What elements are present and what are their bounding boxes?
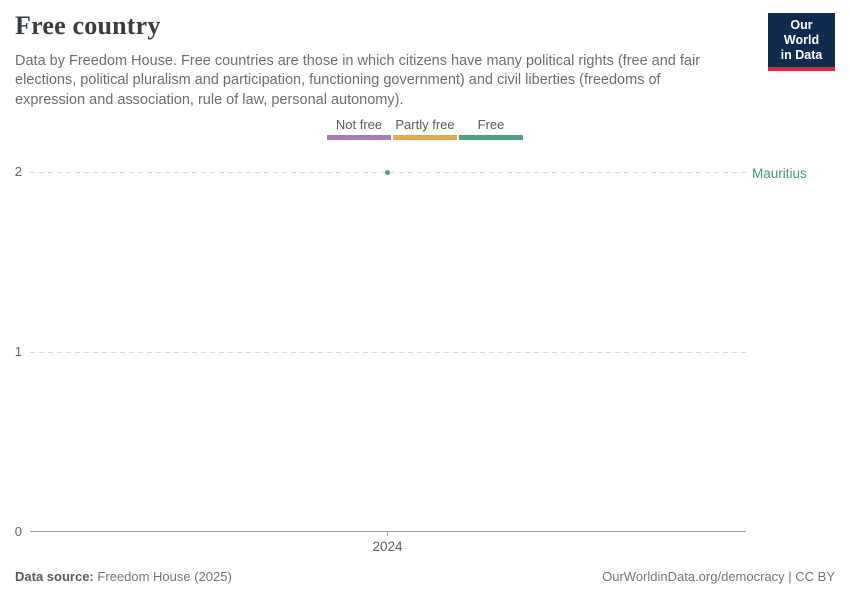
chart-footer: Data source: Freedom House (2025) OurWor… bbox=[15, 569, 835, 584]
y-tick-label-0: 0 bbox=[14, 524, 22, 539]
legend-item-not-free[interactable]: Not free bbox=[327, 117, 391, 140]
y-tick-label-2: 2 bbox=[14, 164, 22, 179]
owid-url-license-link[interactable]: OurWorldinData.org/democracy | CC BY bbox=[602, 569, 835, 584]
page-title: Free country bbox=[15, 11, 161, 40]
legend-label: Partly free bbox=[395, 117, 455, 132]
legend-label: Not free bbox=[335, 117, 383, 132]
owid-logo-red-stripe bbox=[768, 67, 835, 71]
data-source-prefix: Data source: bbox=[15, 569, 94, 584]
data-source-value: Freedom House (2025) bbox=[97, 569, 232, 584]
categorical-legend: Not free Partly free Free bbox=[0, 117, 850, 140]
legend-item-free[interactable]: Free bbox=[459, 117, 523, 140]
y-tick-label-1: 1 bbox=[14, 344, 22, 359]
legend-swatch-not-free bbox=[327, 135, 391, 140]
owid-logo-box: Our World in Data bbox=[768, 13, 835, 67]
owid-logo[interactable]: Our World in Data bbox=[768, 13, 835, 71]
gridline-y1 bbox=[30, 352, 746, 353]
legend-item-partly-free[interactable]: Partly free bbox=[393, 117, 457, 140]
legend-swatch-free bbox=[459, 135, 523, 140]
entity-label-mauritius[interactable]: Mauritius bbox=[752, 166, 807, 181]
x-tick-label-2024: 2024 bbox=[372, 539, 403, 554]
x-tick-mark-2024 bbox=[387, 531, 388, 536]
legend-label: Free bbox=[477, 117, 505, 132]
owid-logo-line2: in Data bbox=[780, 48, 823, 62]
chart-subtitle: Data by Freedom House. Free countries ar… bbox=[15, 53, 701, 108]
x-axis-line bbox=[30, 531, 746, 532]
legend-swatch-partly-free bbox=[393, 135, 457, 140]
data-point-mauritius-2024[interactable] bbox=[385, 170, 390, 175]
owid-logo-line1: Our World bbox=[783, 18, 820, 47]
data-source-note: Data source: Freedom House (2025) bbox=[15, 569, 232, 584]
